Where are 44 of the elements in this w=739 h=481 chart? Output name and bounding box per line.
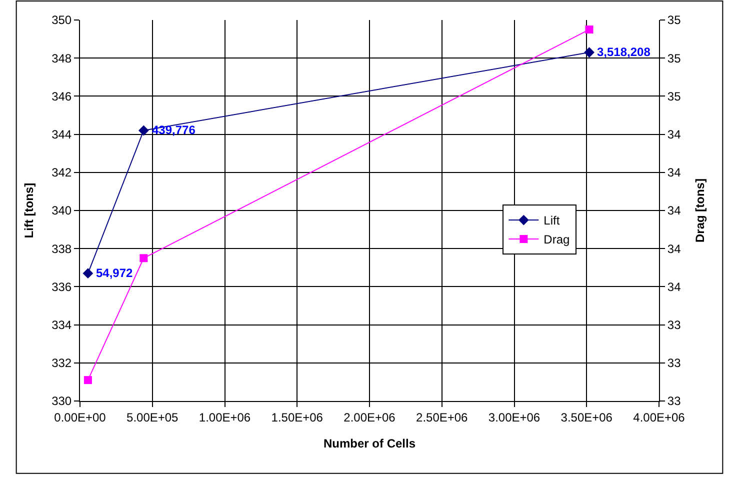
y-tick-label: 350 <box>52 13 72 28</box>
y2-tick-label: 34 <box>667 204 682 218</box>
x-tick-label: 5.00E+05 <box>126 410 179 424</box>
y2-tick-label: 34 <box>667 280 682 294</box>
legend-label: Lift <box>544 214 560 228</box>
legend-label: Drag <box>544 232 570 247</box>
x-tick-label: 1.00E+06 <box>198 410 251 424</box>
point <box>585 26 594 34</box>
y-tick-label: 340 <box>52 204 72 218</box>
x-axis-title: Number of Cells <box>323 436 416 450</box>
y-tick-label: 330 <box>52 394 72 408</box>
point <box>84 376 92 384</box>
y-tick-label: 346 <box>52 89 72 104</box>
y2-tick-label: 33 <box>667 394 682 408</box>
y2-tick-label: 34 <box>667 166 682 180</box>
x-tick-label: 2.50E+06 <box>416 410 468 424</box>
y2-tick-label: 34 <box>667 128 682 142</box>
y2-tick-label: 34 <box>667 242 682 256</box>
y-axis-title: Lift [tons] <box>22 182 36 238</box>
x-tick-label: 3.00E+06 <box>488 410 540 424</box>
x-tick-label: 4.00E+06 <box>633 410 686 424</box>
y-tick-label: 338 <box>52 242 72 256</box>
y2-tick-label: 33 <box>667 356 682 370</box>
y2-tick-label: 35 <box>667 51 682 66</box>
point <box>584 47 594 58</box>
x-tick-label: 3.50E+06 <box>560 410 613 424</box>
y2-tick-label: 35 <box>667 13 682 28</box>
point <box>138 125 149 136</box>
x-tick-label: 2.00E+06 <box>344 410 396 424</box>
point <box>82 268 94 279</box>
y-tick-label: 334 <box>52 318 72 332</box>
y-tick-label: 342 <box>52 166 72 180</box>
annotation: 54,972 <box>96 266 134 280</box>
y2-axis-title: Drag [tons] <box>692 178 707 242</box>
x-tick-label: 1.50E+06 <box>271 410 324 424</box>
y-tick-label: 344 <box>52 128 72 142</box>
y2-tick-label: 35 <box>667 89 682 104</box>
y2-tick-label: 33 <box>667 318 682 332</box>
y-tick-label: 348 <box>52 51 72 66</box>
point <box>140 254 148 262</box>
annotation: 3,518,208 <box>597 45 651 59</box>
y-tick-label: 336 <box>52 280 72 294</box>
x-tick-label: 0.00E+00 <box>54 410 106 424</box>
y-tick-label: 332 <box>52 356 72 370</box>
